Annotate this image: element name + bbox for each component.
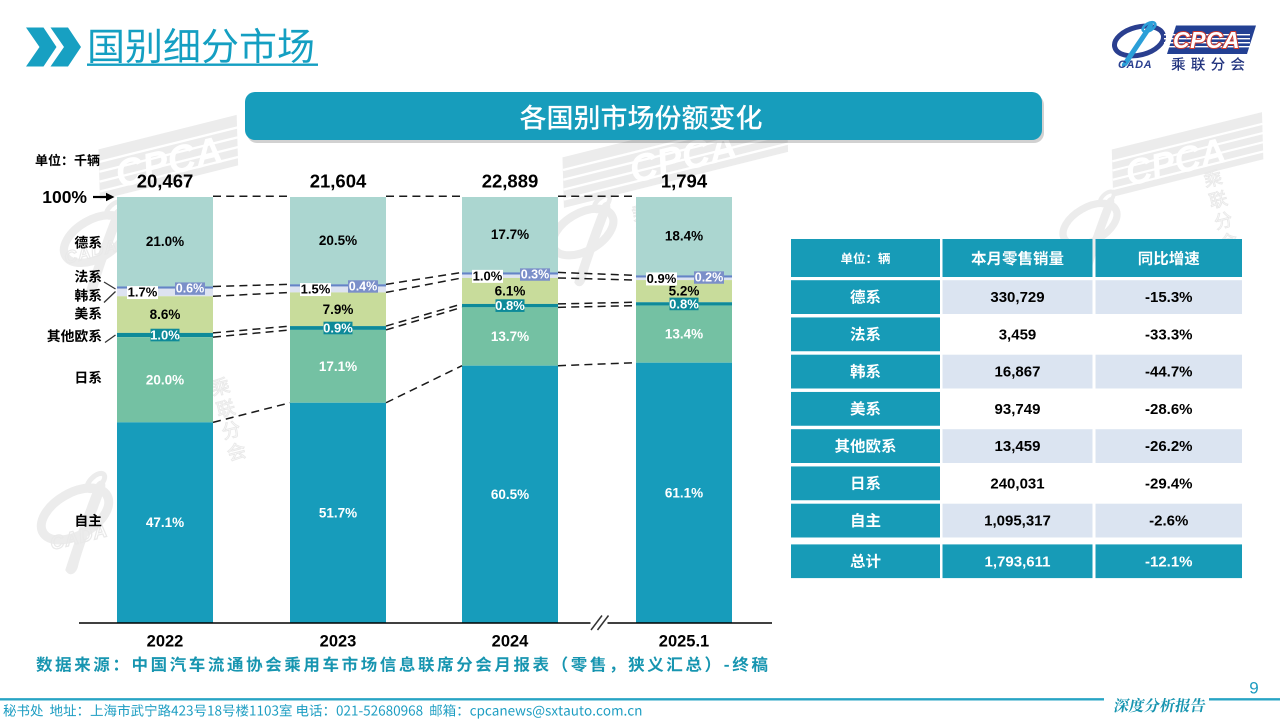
svg-text:240,031: 240,031 <box>990 475 1044 492</box>
svg-text:2023: 2023 <box>320 633 357 651</box>
svg-text:-26.2%: -26.2% <box>1145 438 1193 455</box>
svg-text:0.9%: 0.9% <box>323 321 353 336</box>
svg-text:13,459: 13,459 <box>995 438 1041 455</box>
svg-text:17.1%: 17.1% <box>319 359 357 374</box>
svg-text:2025.1: 2025.1 <box>659 633 709 651</box>
svg-text:21.0%: 21.0% <box>146 234 184 249</box>
svg-text:93,749: 93,749 <box>995 401 1041 418</box>
svg-text:1,793,611: 1,793,611 <box>985 553 1051 570</box>
svg-text:-44.7%: -44.7% <box>1145 364 1193 381</box>
svg-text:0.2%: 0.2% <box>695 271 724 285</box>
svg-text:-2.6%: -2.6% <box>1149 513 1188 530</box>
svg-text:6.1%: 6.1% <box>495 283 526 298</box>
svg-text:3,459: 3,459 <box>999 326 1037 343</box>
svg-text:-12.1%: -12.1% <box>1145 553 1193 570</box>
svg-text:1.7%: 1.7% <box>128 284 158 299</box>
svg-text:-29.4%: -29.4% <box>1145 475 1193 492</box>
svg-text:21,604: 21,604 <box>310 171 367 192</box>
svg-text:61.1%: 61.1% <box>665 485 703 500</box>
svg-text:0.6%: 0.6% <box>176 282 205 296</box>
svg-text:0.3%: 0.3% <box>521 268 550 282</box>
svg-text:20,467: 20,467 <box>137 171 194 192</box>
svg-text:13.7%: 13.7% <box>491 329 529 344</box>
svg-text:47.1%: 47.1% <box>146 515 184 530</box>
svg-text:CADA: CADA <box>1118 59 1152 71</box>
svg-text:18.4%: 18.4% <box>665 229 703 244</box>
svg-text:330,729: 330,729 <box>990 289 1044 306</box>
svg-text:20.0%: 20.0% <box>146 372 184 387</box>
svg-text:5.2%: 5.2% <box>669 284 700 299</box>
svg-text:-28.6%: -28.6% <box>1145 401 1193 418</box>
svg-text:7.9%: 7.9% <box>323 302 354 317</box>
svg-text:9: 9 <box>1249 679 1258 698</box>
svg-text:2024: 2024 <box>492 633 530 651</box>
svg-text:0.8%: 0.8% <box>669 297 699 312</box>
svg-text:0.9%: 0.9% <box>647 271 677 286</box>
svg-text:1,095,317: 1,095,317 <box>984 513 1051 530</box>
svg-text:1.0%: 1.0% <box>150 328 180 343</box>
svg-text:1.5%: 1.5% <box>301 281 331 296</box>
svg-text:8.6%: 8.6% <box>150 307 181 322</box>
svg-text:1.0%: 1.0% <box>473 268 503 283</box>
svg-text:17.7%: 17.7% <box>491 227 529 242</box>
svg-text:22,889: 22,889 <box>482 171 539 192</box>
svg-text:20.5%: 20.5% <box>319 233 357 248</box>
svg-text:13.4%: 13.4% <box>665 327 703 342</box>
svg-text:2022: 2022 <box>147 633 184 651</box>
svg-text:-33.3%: -33.3% <box>1145 326 1193 343</box>
svg-text:CPCA: CPCA <box>1173 27 1240 53</box>
svg-text:0.4%: 0.4% <box>349 279 378 293</box>
svg-text:51.7%: 51.7% <box>319 505 357 520</box>
svg-text:-15.3%: -15.3% <box>1145 289 1193 306</box>
svg-text:100%: 100% <box>42 187 87 207</box>
svg-text:0.8%: 0.8% <box>495 298 525 313</box>
svg-text:1,794: 1,794 <box>661 171 708 192</box>
svg-text:16,867: 16,867 <box>995 364 1041 381</box>
svg-text:60.5%: 60.5% <box>491 487 529 502</box>
